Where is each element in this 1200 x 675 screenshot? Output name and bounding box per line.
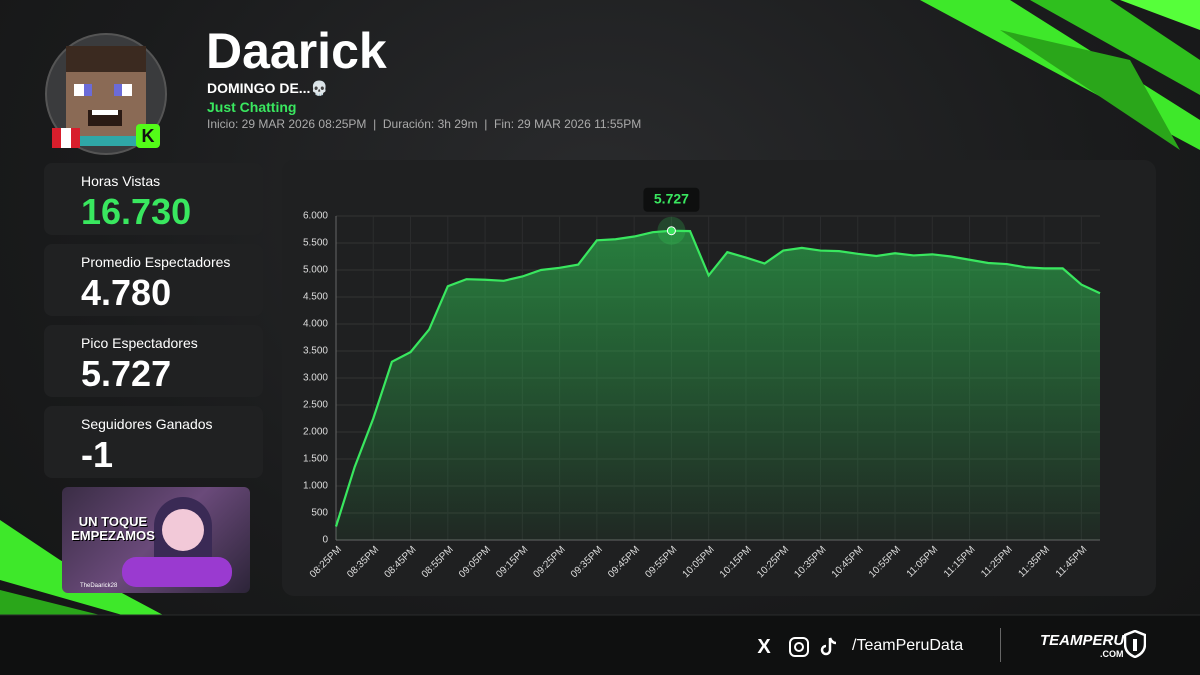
x-tick-label: 10:25PM bbox=[755, 544, 791, 580]
y-tick-label: 2.500 bbox=[303, 400, 328, 411]
peak-point bbox=[666, 226, 676, 236]
y-tick-label: 2.000 bbox=[303, 427, 328, 438]
stat-value: -1 bbox=[81, 434, 114, 475]
x-tick-label: 10:45PM bbox=[830, 544, 866, 580]
y-tick-label: 500 bbox=[311, 508, 328, 519]
stat-label: Horas Vistas bbox=[81, 173, 161, 189]
stat-card: Horas Vistas 16.730 bbox=[44, 163, 263, 235]
stat-value: 16.730 bbox=[81, 191, 192, 232]
x-tick-label: 10:15PM bbox=[718, 544, 754, 580]
footer-brand: TEAMPERU bbox=[1040, 632, 1125, 649]
x-tick-label: 10:05PM bbox=[681, 544, 717, 580]
brand-shield bbox=[1124, 630, 1146, 658]
stat-value: 4.780 bbox=[81, 272, 172, 313]
x-tick-label: 11:25PM bbox=[979, 544, 1015, 580]
line bbox=[334, 229, 1101, 527]
stat-card: Promedio Espectadores 4.780 bbox=[44, 244, 263, 316]
tooltip-text: 5.727 bbox=[654, 190, 689, 206]
avatar: K bbox=[45, 33, 167, 155]
footer-handle[interactable]: /TeamPeruData bbox=[852, 637, 964, 654]
x-tick-label: 08:35PM bbox=[345, 544, 381, 580]
stat-label: Promedio Espectadores bbox=[81, 254, 231, 270]
x-tick-label: 11:35PM bbox=[1017, 544, 1053, 580]
y-tick-label: 5.500 bbox=[303, 238, 328, 249]
stat-label: Pico Espectadores bbox=[81, 335, 198, 351]
y-tick-label: 4.000 bbox=[303, 319, 328, 330]
y-tick-label: 4.500 bbox=[303, 292, 328, 303]
subtitle: DOMINGO DE...💀 bbox=[207, 80, 328, 96]
thumbnail[interactable]: UN TOQUE EMPEZAMOS TheDaarick28 bbox=[62, 487, 250, 593]
social-icons: X bbox=[757, 636, 837, 658]
y-tick-label: 1.500 bbox=[303, 454, 328, 465]
stat-card: Pico Espectadores 5.727 bbox=[44, 325, 263, 397]
stat-value: 5.727 bbox=[81, 353, 172, 394]
x-tick-label: 09:45PM bbox=[606, 544, 642, 580]
x-tick-label: 10:55PM bbox=[867, 544, 903, 580]
thumbnail-handle: TheDaarick28 bbox=[80, 583, 118, 589]
category: Just Chatting bbox=[207, 99, 297, 115]
thumbnail-text: UN TOQUE EMPEZAMOS bbox=[71, 514, 155, 543]
x-tick-label: 11:45PM bbox=[1054, 544, 1090, 580]
x-tick-label: 09:15PM bbox=[494, 544, 530, 580]
title: Daarick bbox=[206, 23, 387, 79]
y-tick-label: 0 bbox=[322, 535, 328, 546]
x-tick-label: 09:25PM bbox=[532, 544, 568, 580]
y-tick-label: 6.000 bbox=[303, 211, 328, 222]
stat-label: Seguidores Ganados bbox=[81, 416, 213, 432]
x-tick-label: 08:55PM bbox=[420, 544, 456, 580]
x-tick-label: 11:05PM bbox=[905, 544, 941, 580]
x-tick-label: 09:05PM bbox=[457, 544, 493, 580]
y-tick-label: 3.000 bbox=[303, 373, 328, 384]
y-tick-label: 5.000 bbox=[303, 265, 328, 276]
stat-card: Seguidores Ganados -1 bbox=[44, 406, 263, 478]
area bbox=[336, 230, 1100, 540]
x-tick-label: 08:45PM bbox=[382, 544, 418, 580]
x-tick-label: 10:35PM bbox=[792, 544, 828, 580]
y-tick-label: 1.000 bbox=[303, 481, 328, 492]
x-tick-label: 11:15PM bbox=[942, 544, 978, 580]
details: Inicio: 29 MAR 2026 08:25PM | Duración: … bbox=[207, 117, 642, 131]
x-tick-label: 09:55PM bbox=[643, 544, 679, 580]
y-tick-label: 3.500 bbox=[303, 346, 328, 357]
svg-text:X: X bbox=[757, 636, 771, 658]
svg-text:K: K bbox=[142, 126, 155, 146]
footer-domain: .COM bbox=[1100, 649, 1124, 659]
tooltip-box bbox=[643, 187, 700, 212]
x-tick-label: 09:35PM bbox=[569, 544, 605, 580]
x-tick-label: 08:25PM bbox=[308, 544, 344, 580]
